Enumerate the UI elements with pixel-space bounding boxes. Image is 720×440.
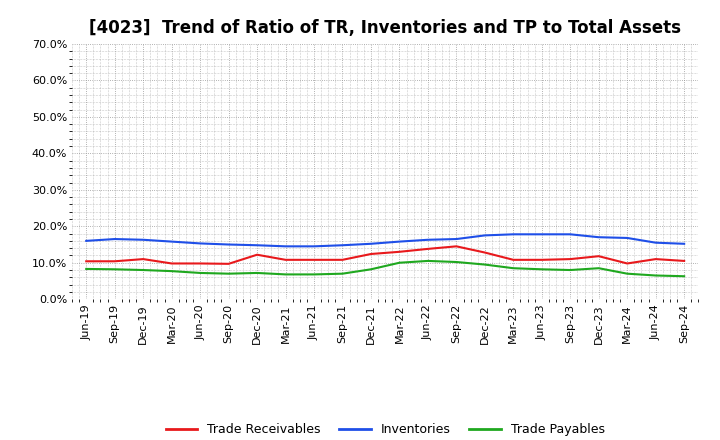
Inventories — [310, 244, 318, 249]
Trade Payables — [680, 274, 688, 279]
Inventories — [480, 233, 489, 238]
Trade Receivables — [652, 257, 660, 262]
Trade Payables — [110, 267, 119, 272]
Trade Receivables — [196, 261, 204, 266]
Trade Payables — [310, 272, 318, 277]
Line: Trade Receivables: Trade Receivables — [86, 246, 684, 264]
Trade Payables — [139, 268, 148, 273]
Trade Receivables — [595, 253, 603, 259]
Inventories — [225, 242, 233, 247]
Trade Receivables — [423, 246, 432, 252]
Trade Receivables — [253, 252, 261, 257]
Trade Receivables — [167, 261, 176, 266]
Trade Receivables — [623, 261, 631, 266]
Trade Payables — [282, 272, 290, 277]
Trade Payables — [509, 266, 518, 271]
Trade Payables — [623, 271, 631, 276]
Inventories — [167, 239, 176, 244]
Trade Payables — [423, 258, 432, 264]
Line: Trade Payables: Trade Payables — [86, 261, 684, 276]
Trade Receivables — [225, 261, 233, 267]
Trade Payables — [338, 271, 347, 276]
Inventories — [509, 232, 518, 237]
Trade Payables — [395, 260, 404, 265]
Trade Payables — [196, 270, 204, 275]
Inventories — [423, 237, 432, 242]
Trade Receivables — [282, 257, 290, 263]
Inventories — [680, 241, 688, 246]
Trade Payables — [537, 267, 546, 272]
Inventories — [652, 240, 660, 246]
Trade Receivables — [680, 258, 688, 264]
Inventories — [253, 242, 261, 248]
Inventories — [623, 235, 631, 241]
Trade Payables — [595, 266, 603, 271]
Trade Payables — [366, 267, 375, 272]
Trade Receivables — [566, 257, 575, 262]
Trade Payables — [480, 262, 489, 267]
Trade Receivables — [509, 257, 518, 263]
Inventories — [595, 235, 603, 240]
Trade Receivables — [110, 259, 119, 264]
Trade Receivables — [139, 257, 148, 262]
Inventories — [566, 232, 575, 237]
Title: [4023]  Trend of Ratio of TR, Inventories and TP to Total Assets: [4023] Trend of Ratio of TR, Inventories… — [89, 19, 681, 37]
Trade Payables — [253, 270, 261, 275]
Inventories — [82, 238, 91, 243]
Inventories — [282, 244, 290, 249]
Trade Receivables — [452, 244, 461, 249]
Trade Receivables — [310, 257, 318, 263]
Trade Payables — [225, 271, 233, 276]
Inventories — [110, 236, 119, 242]
Trade Payables — [652, 273, 660, 278]
Inventories — [366, 241, 375, 246]
Trade Receivables — [480, 250, 489, 255]
Inventories — [452, 236, 461, 242]
Trade Receivables — [82, 259, 91, 264]
Inventories — [537, 232, 546, 237]
Line: Inventories: Inventories — [86, 235, 684, 246]
Trade Receivables — [395, 249, 404, 254]
Inventories — [139, 237, 148, 242]
Trade Payables — [452, 259, 461, 264]
Trade Payables — [566, 268, 575, 273]
Legend: Trade Receivables, Inventories, Trade Payables: Trade Receivables, Inventories, Trade Pa… — [161, 418, 610, 440]
Inventories — [196, 241, 204, 246]
Trade Receivables — [366, 251, 375, 257]
Trade Receivables — [537, 257, 546, 263]
Trade Receivables — [338, 257, 347, 263]
Trade Payables — [167, 268, 176, 274]
Inventories — [338, 242, 347, 248]
Inventories — [395, 239, 404, 244]
Trade Payables — [82, 266, 91, 271]
